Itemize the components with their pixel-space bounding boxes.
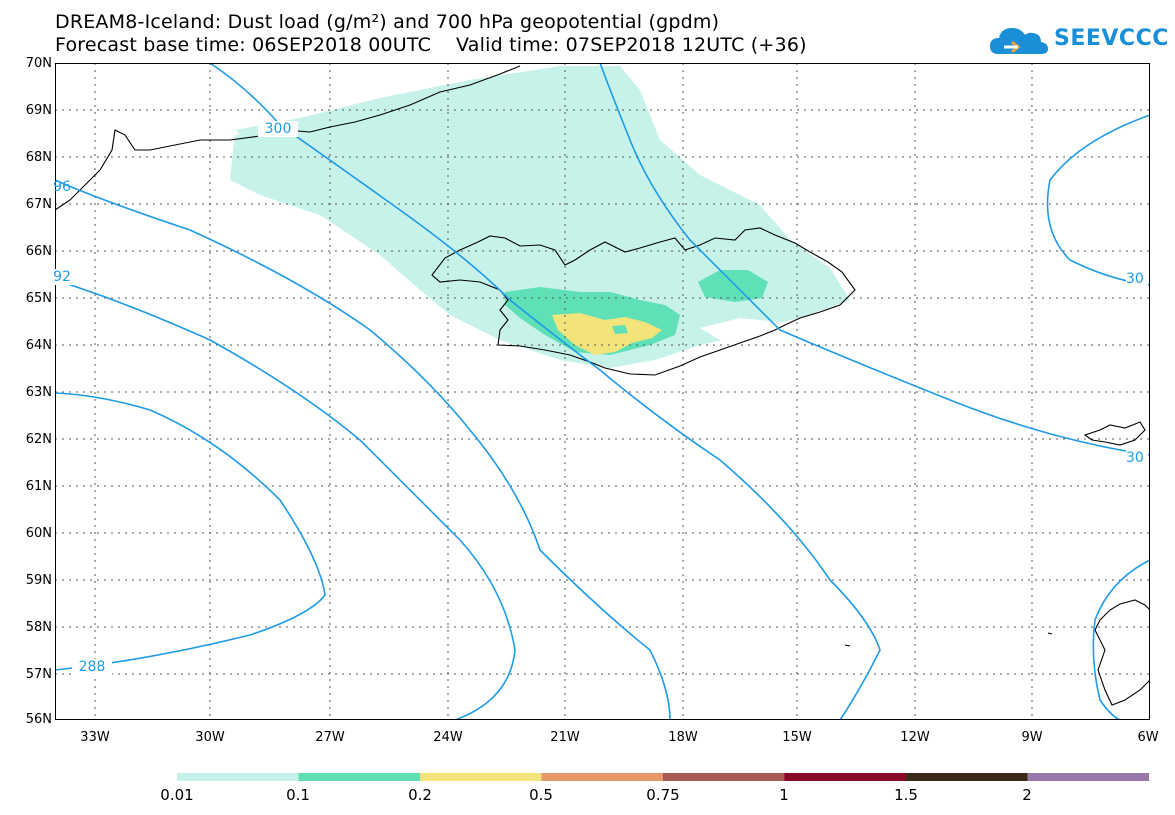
lat-label: 62N: [25, 432, 52, 447]
colorbar-segment: [177, 773, 299, 781]
lat-label: 63N: [25, 385, 52, 400]
dust-area-01-east: [698, 270, 768, 302]
contour-label-96: 96: [53, 179, 71, 195]
contour-label-300: 300: [258, 121, 298, 137]
colorbar-segment: [298, 773, 420, 781]
forecast-times: Forecast base time: 06SEP2018 00UTC Vali…: [55, 35, 807, 55]
logo-text: SEEVCCC: [1054, 26, 1169, 51]
lon-label: 24W: [433, 730, 463, 745]
contour-30-east-b: [1092, 559, 1150, 720]
faroe-islands: [1083, 421, 1146, 446]
colorbar-segment: [420, 773, 542, 781]
lat-label: 65N: [25, 291, 52, 306]
lon-label: 18W: [668, 730, 698, 745]
lat-label: 69N: [25, 103, 52, 118]
map-title: DREAM8-Iceland: Dust load (g/m²) and 700…: [55, 11, 720, 33]
contour-label-30-a: 30: [1126, 271, 1148, 287]
colorbar-segment: [663, 773, 785, 781]
contour-label-30-b: 30: [1126, 450, 1148, 466]
lat-label: 61N: [25, 479, 52, 494]
contour-label-92: 92: [50, 269, 74, 285]
colorbar-label: 1.5: [894, 786, 918, 804]
lat-label: 70N: [25, 56, 52, 71]
contour-300-east: [599, 63, 1150, 456]
lon-label: 21W: [550, 730, 580, 745]
lat-label: 59N: [25, 573, 52, 588]
colorbar-label: 0.2: [408, 786, 432, 804]
colorbar-label: 1: [779, 786, 789, 804]
lon-label: 6W: [1137, 730, 1159, 745]
coastline: [55, 65, 1150, 706]
small-island-2: [1047, 632, 1053, 635]
greenland-coast: [55, 65, 521, 211]
iceland-coast: [431, 227, 856, 376]
colorbar-label: 0.1: [286, 786, 310, 804]
lat-label: 60N: [25, 526, 52, 541]
dust-area-001: [230, 66, 850, 368]
contour-92: [55, 279, 516, 720]
map-frame: [55, 63, 1150, 720]
colorbar: [177, 773, 1149, 781]
lat-label: 56N: [25, 712, 52, 727]
contour-96: [55, 179, 671, 720]
lon-label: 33W: [80, 730, 110, 745]
colorbar-segment: [1027, 773, 1149, 781]
lat-label: 68N: [25, 150, 52, 165]
graticule: [55, 63, 1150, 720]
lon-label: 9W: [1021, 730, 1043, 745]
lon-label: 27W: [315, 730, 345, 745]
dust-area-001-gap-north: [170, 122, 240, 138]
lat-label: 58N: [25, 620, 52, 635]
lat-label: 66N: [25, 244, 52, 259]
lon-label: 15W: [782, 730, 812, 745]
cloud-icon: [990, 28, 1048, 54]
contour-label-288: 288: [72, 659, 112, 675]
seevccc-logo: SEEVCCC: [988, 20, 1168, 60]
dust-area-02-hole: [612, 325, 628, 334]
colorbar-label: 0.75: [646, 786, 680, 804]
contour-288: [55, 392, 326, 671]
colorbar-segment: [906, 773, 1028, 781]
contour-30-east-a: [1046, 114, 1150, 286]
lat-label: 67N: [25, 197, 52, 212]
dust-area-001-gap: [700, 318, 790, 340]
dust-area-02: [552, 313, 662, 355]
colorbar-segment: [784, 773, 906, 781]
base-time: Forecast base time: 06SEP2018 00UTC: [55, 34, 432, 56]
colorbar-label: 2: [1022, 786, 1032, 804]
scotland-coast: [1094, 599, 1150, 706]
lon-label: 30W: [195, 730, 225, 745]
lat-label: 57N: [25, 667, 52, 682]
small-island: [844, 644, 851, 647]
geopotential-contours: [55, 63, 1150, 720]
lat-label: 64N: [25, 338, 52, 353]
lon-label: 12W: [900, 730, 930, 745]
colorbar-label: 0.01: [160, 786, 194, 804]
colorbar-label: 0.5: [529, 786, 553, 804]
colorbar-segment: [541, 773, 663, 781]
contour-300-west: [209, 63, 881, 720]
valid-time: Valid time: 07SEP2018 12UTC (+36): [456, 34, 807, 56]
